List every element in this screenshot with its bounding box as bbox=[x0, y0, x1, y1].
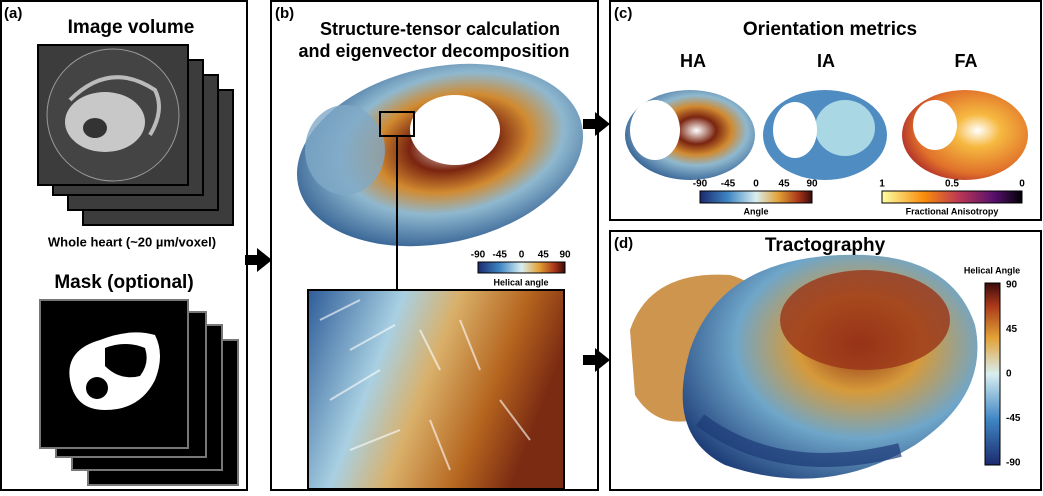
panel-title: Orientation metrics bbox=[743, 19, 917, 40]
panel-title: and eigenvector decomposition bbox=[298, 41, 569, 61]
map-title: FA bbox=[954, 51, 977, 71]
colorbar bbox=[985, 283, 1000, 465]
figure: (a) Image volume Whole heart (~20 µm/vox… bbox=[0, 0, 1043, 491]
colorbar-tick-label: 0.5 bbox=[945, 179, 959, 190]
colorbar-tick-label: 45 bbox=[778, 179, 790, 190]
panel-label: (b) bbox=[275, 5, 294, 22]
colorbar-tick-label: -90 bbox=[471, 250, 486, 261]
arrow bbox=[245, 248, 272, 272]
colorbar-tick-label: -45 bbox=[1006, 413, 1021, 424]
colorbar-label: Angle bbox=[743, 206, 768, 216]
ha-map bbox=[625, 90, 755, 180]
colorbar bbox=[882, 191, 1022, 203]
colorbar-tick-label: 90 bbox=[559, 250, 571, 261]
colorbar-label: Fractional Anisotropy bbox=[906, 206, 999, 216]
caption: Whole heart (~20 µm/voxel) bbox=[48, 234, 216, 249]
tractography bbox=[630, 255, 978, 479]
mask-stack bbox=[40, 300, 238, 485]
colorbar-tick-label: 1 bbox=[879, 179, 885, 190]
heart-vectors bbox=[280, 39, 600, 271]
ia-map bbox=[763, 90, 887, 180]
arrow bbox=[583, 348, 610, 372]
fa-map bbox=[902, 90, 1028, 180]
colorbar-label: Helical angle bbox=[493, 277, 548, 287]
colorbar-tick-label: 90 bbox=[806, 179, 818, 190]
map-title: HA bbox=[680, 51, 706, 71]
arrow bbox=[583, 112, 610, 136]
colorbar-tick-label: -45 bbox=[493, 250, 508, 261]
panel-label: (a) bbox=[4, 5, 22, 22]
colorbar bbox=[700, 191, 812, 203]
colorbar-tick-label: 0 bbox=[753, 179, 759, 190]
panel-title: Tractography bbox=[765, 235, 886, 256]
colorbar-tick-label: 0 bbox=[1006, 369, 1012, 380]
colorbar-tick-label: -45 bbox=[721, 179, 736, 190]
panel-label: (d) bbox=[614, 235, 633, 252]
colorbar bbox=[478, 262, 565, 273]
panel-label: (c) bbox=[614, 5, 632, 22]
colorbar-tick-label: 45 bbox=[1006, 324, 1018, 335]
colorbar-tick-label: -90 bbox=[693, 179, 708, 190]
colorbar-title: Helical Angle bbox=[964, 265, 1020, 275]
colorbar-tick-label: 0 bbox=[519, 250, 525, 261]
colorbar-tick-label: 0 bbox=[1019, 179, 1025, 190]
colorbar-tick-label: 90 bbox=[1006, 280, 1018, 291]
image-stack bbox=[38, 45, 233, 225]
colorbar-tick-label: 45 bbox=[538, 250, 550, 261]
panel-title: Mask (optional) bbox=[54, 272, 193, 293]
panel-title: Structure-tensor calculation bbox=[320, 19, 560, 39]
map-title: IA bbox=[817, 51, 835, 71]
panel-title: Image volume bbox=[68, 17, 195, 38]
colorbar-tick-label: -90 bbox=[1006, 458, 1021, 469]
